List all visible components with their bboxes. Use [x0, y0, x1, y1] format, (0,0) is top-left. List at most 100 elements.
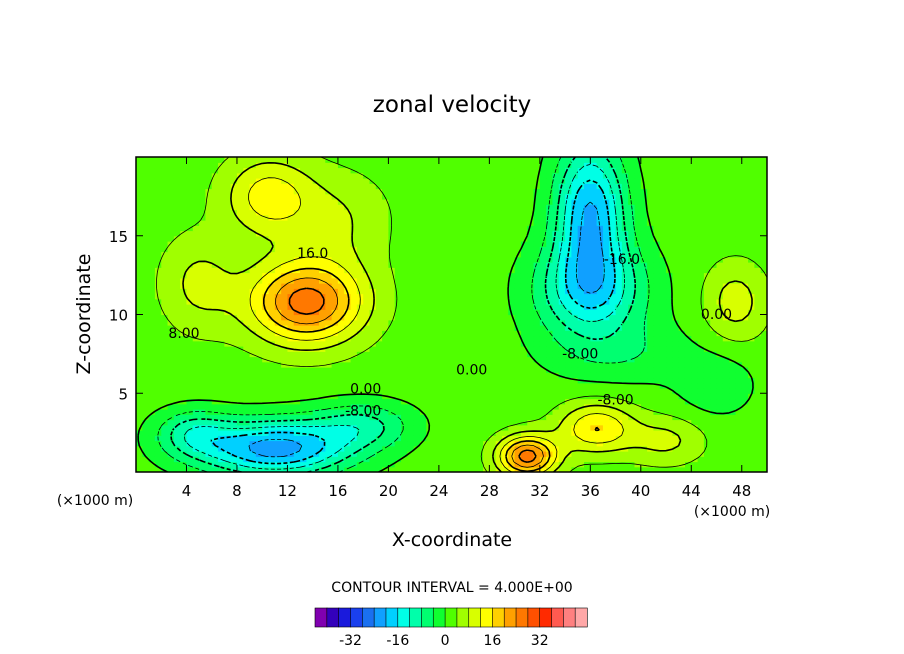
- field-cell: [255, 309, 263, 316]
- field-cell: [697, 351, 705, 358]
- field-cell: [192, 356, 200, 363]
- field-cell: [703, 430, 711, 436]
- field-cell: [230, 220, 238, 226]
- field-cell: [571, 314, 579, 321]
- field-cell: [306, 440, 314, 447]
- field-cell: [741, 335, 749, 342]
- field-cell: [154, 340, 162, 347]
- field-cell: [722, 267, 730, 274]
- field-cell: [161, 262, 169, 268]
- field-cell: [647, 451, 655, 457]
- field-cell: [249, 466, 257, 472]
- field-cell: [218, 414, 225, 421]
- field-cell: [318, 251, 326, 258]
- field-cell: [615, 403, 623, 410]
- field-cell: [514, 451, 522, 457]
- field-cell: [457, 430, 465, 436]
- field-cell: [161, 293, 169, 300]
- field-cell: [527, 340, 535, 347]
- field-cell: [735, 293, 743, 300]
- field-cell: [173, 267, 181, 274]
- field-cell: [255, 377, 263, 384]
- field-cell: [173, 283, 181, 289]
- field-cell: [697, 361, 705, 368]
- field-cell: [205, 398, 213, 405]
- field-cell: [760, 388, 767, 394]
- field-cell: [394, 466, 402, 472]
- field-cell: [729, 419, 737, 426]
- field-cell: [678, 272, 686, 279]
- field-cell: [483, 267, 490, 274]
- field-cell: [173, 225, 181, 232]
- field-cell: [666, 325, 673, 331]
- field-cell: [470, 409, 478, 415]
- field-cell: [464, 309, 472, 316]
- field-cell: [224, 440, 232, 447]
- field-cell: [161, 214, 169, 221]
- field-cell: [602, 361, 610, 368]
- field-cell: [432, 361, 440, 368]
- field-cell: [287, 414, 295, 421]
- field-cell: [394, 277, 402, 284]
- field-cell: [426, 241, 434, 247]
- field-cell: [647, 377, 655, 384]
- field-cell: [262, 398, 270, 405]
- field-cell: [659, 230, 667, 237]
- field-cell: [236, 230, 244, 237]
- field-cell: [356, 304, 364, 310]
- field-cell: [501, 382, 509, 389]
- field-cell: [741, 304, 749, 310]
- field-cell: [552, 251, 560, 258]
- field-cell: [192, 230, 200, 237]
- field-cell: [539, 419, 547, 426]
- field-cell: [356, 314, 364, 321]
- field-cell: [716, 419, 724, 426]
- field-cell: [457, 262, 465, 268]
- field-cell: [659, 346, 667, 352]
- field-cell: [205, 235, 213, 242]
- field-cell: [394, 445, 402, 452]
- field-cell: [249, 382, 257, 389]
- field-cell: [300, 388, 307, 394]
- field-cell: [243, 335, 251, 342]
- field-cell: [659, 398, 667, 405]
- field-cell: [647, 209, 655, 216]
- field-cell: [602, 409, 610, 415]
- field-cell: [142, 377, 150, 384]
- field-cell: [520, 466, 528, 472]
- field-cell: [167, 346, 175, 352]
- field-cell: [697, 340, 705, 347]
- field-cell: [218, 367, 225, 373]
- field-cell: [691, 251, 699, 258]
- field-cell: [199, 346, 207, 352]
- field-cell: [457, 325, 465, 331]
- field-cell: [729, 304, 737, 310]
- field-cell: [148, 430, 156, 436]
- field-cell: [407, 272, 415, 279]
- field-cell: [659, 466, 667, 472]
- field-cell: [527, 235, 535, 242]
- field-cell: [678, 319, 686, 326]
- field-cell: [741, 272, 749, 279]
- field-cell: [249, 209, 257, 216]
- field-cell: [243, 414, 251, 421]
- field-cell: [634, 351, 642, 358]
- field-cell: [312, 398, 320, 405]
- field-cell: [154, 372, 162, 379]
- field-cell: [293, 251, 301, 258]
- field-cell: [697, 398, 705, 405]
- field-cell: [369, 424, 377, 431]
- field-cell: [375, 283, 383, 289]
- field-cell: [300, 461, 307, 468]
- field-cell: [136, 209, 143, 216]
- field-cell: [331, 241, 339, 247]
- field-cell: [306, 225, 314, 232]
- field-cell: [382, 382, 389, 389]
- field-cell: [154, 309, 162, 316]
- field-cell: [173, 230, 181, 237]
- field-cell: [577, 382, 585, 389]
- field-cell: [167, 304, 175, 310]
- field-cell: [186, 272, 194, 279]
- field-cell: [508, 330, 516, 337]
- field-cell: [388, 225, 396, 232]
